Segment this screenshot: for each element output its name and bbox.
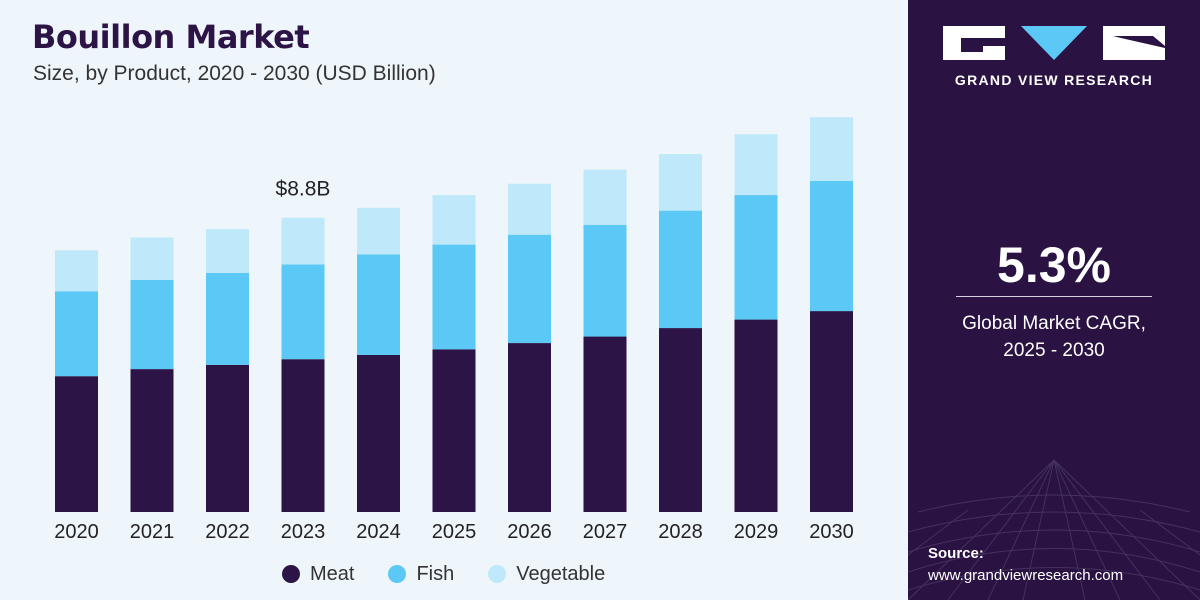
bar-meat-2030 <box>810 311 853 512</box>
bar-vegetable-2030 <box>810 117 853 181</box>
bar-vegetable-2020 <box>55 250 98 292</box>
cagr-label: Global Market CAGR, 2025 - 2030 <box>908 310 1200 364</box>
bar-meat-2020 <box>55 376 98 512</box>
x-tick-label-2025: 2025 <box>432 521 477 543</box>
bar-fish-2022 <box>206 272 249 365</box>
chart-legend: Meat Fish Vegetable <box>282 560 605 588</box>
side-panel: GRAND VIEW RESEARCH 5.3% Global Market C… <box>908 0 1200 600</box>
bar-fish-2020 <box>55 291 98 377</box>
bar-vegetable-2029 <box>734 134 778 196</box>
x-tick-label-2023: 2023 <box>281 521 326 543</box>
gvr-logo-icon <box>943 26 1165 60</box>
legend-label-vegetable: Vegetable <box>516 562 606 585</box>
legend-item-meat: Meat <box>282 563 354 586</box>
source-link[interactable]: www.grandviewresearch.com <box>928 567 1124 584</box>
x-tick-label-2022: 2022 <box>205 521 250 543</box>
cagr-label-line1: Global Market CAGR, <box>962 313 1146 334</box>
legend-swatch-meat <box>282 565 300 583</box>
chart-title: Bouillon Market <box>32 18 310 56</box>
stacked-bar-chart: 2020 2021 2022 2023 $8.8B 2024 2025 2026 2027 202… <box>54 117 854 543</box>
x-tick-label-2027: 2027 <box>583 521 628 543</box>
bar-meat-2026 <box>508 343 551 512</box>
bar-fish-2024 <box>357 254 400 355</box>
x-tick-label-2026: 2026 <box>507 521 552 543</box>
chart-panel: Bouillon Market Size, by Product, 2020 -… <box>0 0 908 600</box>
bar-fish-2026 <box>508 234 551 344</box>
bar-fish-2027 <box>583 224 627 337</box>
grid-floor-graphic <box>908 458 1200 600</box>
source-label: Source: <box>928 545 984 562</box>
bar-fish-2025 <box>432 244 476 350</box>
chart-subtitle: Size, by Product, 2020 - 2030 (USD Billi… <box>33 62 436 85</box>
x-tick-label-2024: 2024 <box>356 521 401 543</box>
bar-fish-2030 <box>810 180 853 312</box>
bar-meat-2025 <box>432 349 476 512</box>
bar-fish-2023 <box>281 264 325 360</box>
cagr-divider <box>956 296 1152 297</box>
bar-meat-2029 <box>734 319 778 512</box>
bar-vegetable-2021 <box>130 237 174 280</box>
bar-fish-2029 <box>734 195 778 320</box>
bar-vegetable-2027 <box>583 169 627 225</box>
legend-swatch-vegetable <box>488 565 507 583</box>
x-tick-label-2029: 2029 <box>734 521 779 543</box>
bar-meat-2021 <box>130 369 174 512</box>
bar-vegetable-2025 <box>432 195 476 245</box>
bar-meat-2022 <box>206 364 249 512</box>
x-tick-label-2028: 2028 <box>658 521 703 543</box>
x-tick-label-2020: 2020 <box>54 521 99 543</box>
legend-label-meat: Meat <box>310 562 355 585</box>
cagr-value: 5.3% <box>997 237 1111 293</box>
bar-fish-2028 <box>659 210 702 329</box>
bar-vegetable-2023 <box>281 217 325 265</box>
bar-meat-2028 <box>659 328 702 512</box>
bar-vegetable-2026 <box>508 183 551 235</box>
legend-label-fish: Fish <box>416 562 455 585</box>
bar-meat-2024 <box>357 354 400 512</box>
x-tick-label-2030: 2030 <box>809 521 854 543</box>
bar-meat-2027 <box>583 336 627 512</box>
x-tick-label-2021: 2021 <box>130 521 175 543</box>
bar-fish-2021 <box>130 279 174 370</box>
bar-vegetable-2024 <box>357 207 400 255</box>
brand-name: GRAND VIEW RESEARCH <box>954 72 1154 88</box>
bar-meat-2023 <box>281 359 325 512</box>
legend-item-vegetable: Vegetable <box>488 563 605 586</box>
legend-swatch-fish <box>388 565 407 583</box>
bar-vegetable-2028 <box>659 154 702 211</box>
cagr-label-line2: 2025 - 2030 <box>1003 340 1105 361</box>
bar-vegetable-2022 <box>206 229 249 273</box>
legend-item-fish: Fish <box>388 563 454 586</box>
data-label-2023: $8.8B <box>276 178 331 201</box>
